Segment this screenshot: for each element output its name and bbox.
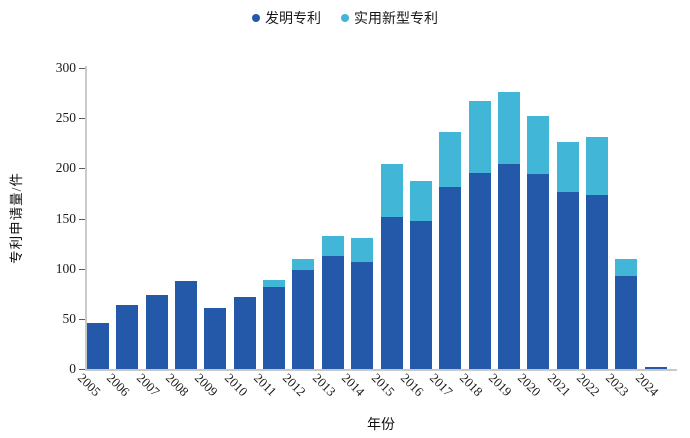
bar-2015-utility [380,164,403,217]
bar-2014 [351,237,374,369]
x-tick-label-2022: 2022 [573,370,603,400]
bar-2014-invention [351,261,374,369]
bar-2007 [145,294,168,369]
bar-2016-utility [409,181,432,221]
legend-label-utility-model: 实用新型专利 [354,12,438,27]
bar-2013-utility [321,235,344,256]
x-tick-label-2010: 2010 [221,370,251,400]
x-tick-label-2006: 2006 [104,370,134,400]
bar-2006 [116,304,139,369]
bar-2024 [644,367,667,369]
x-tick-label-2016: 2016 [397,370,427,400]
legend-item-invention-patent: 发明专利 [252,8,321,28]
bar-2008 [175,280,198,369]
bar-2005-invention [87,322,109,369]
bar-2011 [263,279,286,369]
legend-item-utility-model-patent: 实用新型专利 [341,8,438,28]
bar-2023-utility [615,258,638,276]
bar-2012 [292,258,315,369]
y-tick-mark-100 [79,268,85,270]
bar-2016 [409,181,432,369]
y-tick-mark-200 [79,168,85,170]
bar-2019 [497,92,520,369]
y-axis-title: 专利申请量/件 [9,172,24,264]
y-tick-mark-50 [79,318,85,320]
bar-2023-invention [615,275,638,369]
legend-label-invention: 发明专利 [265,12,321,27]
invention-patent-dot-icon [252,14,260,22]
x-tick-label-2020: 2020 [515,370,545,400]
x-axis-title: 年份 [367,418,395,433]
y-tick-mark-150 [79,218,85,220]
bar-2020-utility [527,116,550,175]
bar-2005 [87,322,109,369]
bar-2012-utility [292,258,315,270]
bar-2018-invention [468,173,491,369]
x-tick-label-2005: 2005 [74,370,104,400]
bar-2016-invention [409,220,432,369]
x-tick-label-2024: 2024 [632,370,662,400]
x-tick-label-2012: 2012 [280,370,310,400]
x-tick-label-2009: 2009 [192,370,222,400]
bar-2023 [615,258,638,369]
y-tick-label-200: 200 [55,160,76,176]
chart-legend: 发明专利 实用新型专利 [0,8,690,28]
x-tick-label-2008: 2008 [162,370,192,400]
y-tick-label-150: 150 [55,210,76,226]
bar-2007-invention [145,294,168,369]
x-tick-label-2017: 2017 [427,370,457,400]
bar-2018-utility [468,101,491,174]
bar-2015 [380,164,403,369]
x-tick-label-2023: 2023 [603,370,633,400]
y-tick-label-100: 100 [55,260,76,276]
bar-2019-utility [497,92,520,165]
bar-2017 [439,132,462,369]
y-tick-mark-250 [79,118,85,120]
bar-2019-invention [497,164,520,369]
x-tick-label-2021: 2021 [544,370,574,400]
bar-2010-invention [233,296,256,369]
bar-2021-utility [556,142,579,193]
bar-2011-invention [263,286,286,369]
bar-2017-invention [439,187,462,369]
utility-model-patent-dot-icon [341,14,349,22]
bar-2021-invention [556,192,579,369]
bar-2022-invention [585,195,608,369]
y-tick-label-300: 300 [55,60,76,75]
y-tick-mark-300 [79,68,85,69]
x-axis-line [85,369,677,371]
y-tick-mark-0 [79,369,85,370]
bar-2020-invention [527,174,550,369]
x-tick-label-2007: 2007 [133,370,163,400]
bar-2010 [233,296,256,369]
bar-2021 [556,142,579,369]
bar-2018 [468,101,491,369]
bar-2015-invention [380,216,403,369]
x-tick-label-2018: 2018 [456,370,486,400]
bar-2020 [527,116,550,369]
bar-2017-utility [439,132,462,188]
bar-2011-utility [263,279,286,287]
bar-2013 [321,235,344,369]
bar-2022 [585,137,608,369]
y-tick-label-50: 50 [62,310,77,326]
x-tick-label-2019: 2019 [485,370,515,400]
x-tick-label-2013: 2013 [309,370,339,400]
x-tick-label-2011: 2011 [251,370,280,399]
bar-2006-invention [116,304,139,369]
y-axis-line [85,66,87,370]
x-tick-label-2015: 2015 [368,370,398,400]
bar-2009 [204,307,227,369]
bar-2022-utility [585,137,608,196]
bar-2009-invention [204,307,227,369]
x-tick-label-2014: 2014 [338,370,368,400]
bar-2012-invention [292,269,315,369]
bar-2013-invention [321,255,344,369]
y-tick-label-250: 250 [55,110,76,126]
y-tick-label-0: 0 [69,361,76,376]
bar-2014-utility [351,237,374,262]
bar-2008-invention [175,280,198,369]
bar-2024-invention [644,367,667,369]
